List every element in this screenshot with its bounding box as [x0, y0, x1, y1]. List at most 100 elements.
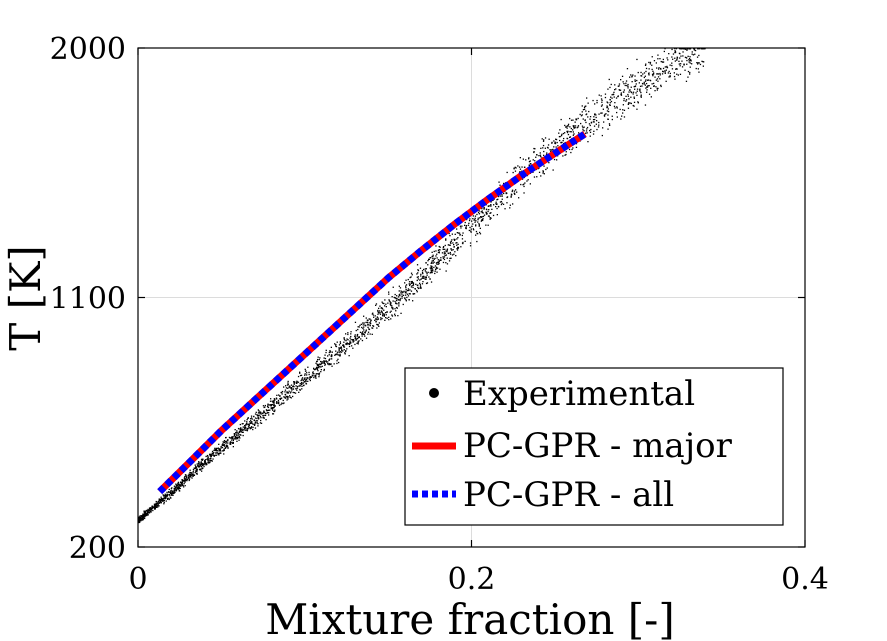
experimental-point: [406, 296, 408, 299]
experimental-point: [247, 426, 250, 428]
experimental-point: [697, 48, 699, 50]
experimental-point: [212, 452, 214, 455]
experimental-point: [589, 118, 591, 120]
experimental-point: [560, 135, 563, 137]
experimental-point: [696, 56, 699, 58]
experimental-point: [595, 114, 597, 116]
experimental-point: [173, 489, 175, 492]
experimental-point: [682, 55, 684, 57]
experimental-point: [445, 270, 447, 272]
experimental-point: [230, 439, 233, 441]
experimental-point: [580, 115, 583, 117]
experimental-point: [365, 337, 368, 339]
experimental-point: [575, 119, 578, 121]
experimental-point: [245, 423, 247, 425]
experimental-point: [567, 130, 569, 132]
experimental-point: [171, 494, 173, 496]
experimental-point: [293, 383, 295, 385]
experimental-point: [230, 443, 232, 445]
experimental-point: [143, 516, 145, 518]
experimental-point: [173, 491, 175, 493]
experimental-point: [586, 132, 588, 134]
experimental-point: [139, 521, 141, 523]
experimental-point: [325, 351, 327, 354]
experimental-point: [164, 494, 166, 496]
experimental-point: [223, 444, 225, 447]
experimental-point: [473, 229, 475, 231]
experimental-point: [551, 141, 553, 144]
experimental-point: [555, 146, 557, 148]
experimental-point: [489, 217, 491, 219]
experimental-point: [330, 351, 332, 353]
experimental-point: [472, 215, 474, 217]
experimental-point: [260, 419, 262, 422]
experimental-point: [583, 130, 585, 132]
experimental-point: [158, 501, 160, 504]
experimental-point: [175, 485, 178, 487]
experimental-point: [444, 244, 446, 247]
experimental-point: [172, 492, 174, 494]
experimental-point: [410, 272, 413, 274]
experimental-point: [199, 462, 201, 464]
experimental-point: [169, 491, 171, 493]
experimental-point: [234, 438, 236, 440]
experimental-point: [652, 70, 654, 72]
experimental-point: [391, 314, 393, 316]
experimental-point: [272, 401, 274, 403]
experimental-point: [279, 398, 281, 400]
experimental-point: [264, 414, 267, 416]
experimental-point: [440, 259, 442, 261]
experimental-point: [594, 118, 596, 121]
experimental-point: [430, 270, 432, 272]
experimental-point: [369, 333, 371, 335]
experimental-point: [449, 257, 451, 260]
experimental-point: [361, 332, 363, 334]
experimental-point: [265, 409, 268, 411]
experimental-point: [667, 59, 669, 61]
experimental-point: [425, 282, 428, 285]
experimental-point: [348, 355, 350, 357]
experimental-point: [397, 296, 400, 298]
experimental-point: [455, 242, 457, 244]
experimental-point: [457, 247, 459, 250]
experimental-point: [662, 70, 664, 72]
experimental-point: [198, 461, 200, 463]
experimental-point: [396, 303, 398, 305]
experimental-point: [241, 423, 243, 425]
experimental-point: [327, 363, 329, 365]
experimental-point: [603, 114, 606, 117]
experimental-point: [316, 360, 318, 362]
experimental-point: [280, 391, 282, 394]
experimental-point: [699, 48, 701, 50]
experimental-point: [425, 268, 427, 270]
experimental-point: [262, 416, 264, 419]
experimental-point: [422, 275, 424, 278]
experimental-point: [690, 59, 692, 61]
experimental-point: [318, 373, 320, 375]
experimental-point: [478, 225, 480, 227]
experimental-point: [543, 173, 545, 175]
experimental-point: [533, 151, 535, 154]
experimental-point: [198, 465, 201, 468]
experimental-point: [289, 396, 291, 398]
experimental-point: [567, 133, 570, 136]
experimental-point: [212, 454, 214, 456]
experimental-point: [360, 323, 362, 325]
experimental-point: [547, 144, 550, 146]
experimental-point: [306, 374, 308, 376]
experimental-point: [433, 258, 435, 260]
experimental-point: [335, 353, 338, 355]
experimental-point: [657, 76, 660, 78]
experimental-point: [653, 60, 656, 62]
experimental-point: [317, 365, 319, 367]
experimental-point: [603, 115, 606, 117]
experimental-point: [301, 388, 303, 390]
legend: Experimental PC-GPR - major PC-GPR - all: [404, 367, 784, 526]
experimental-point: [142, 517, 144, 520]
experimental-point: [327, 361, 329, 363]
experimental-point: [569, 131, 571, 133]
experimental-point: [468, 219, 471, 222]
experimental-point: [321, 361, 323, 363]
experimental-point: [318, 374, 320, 376]
experimental-point: [684, 56, 687, 58]
